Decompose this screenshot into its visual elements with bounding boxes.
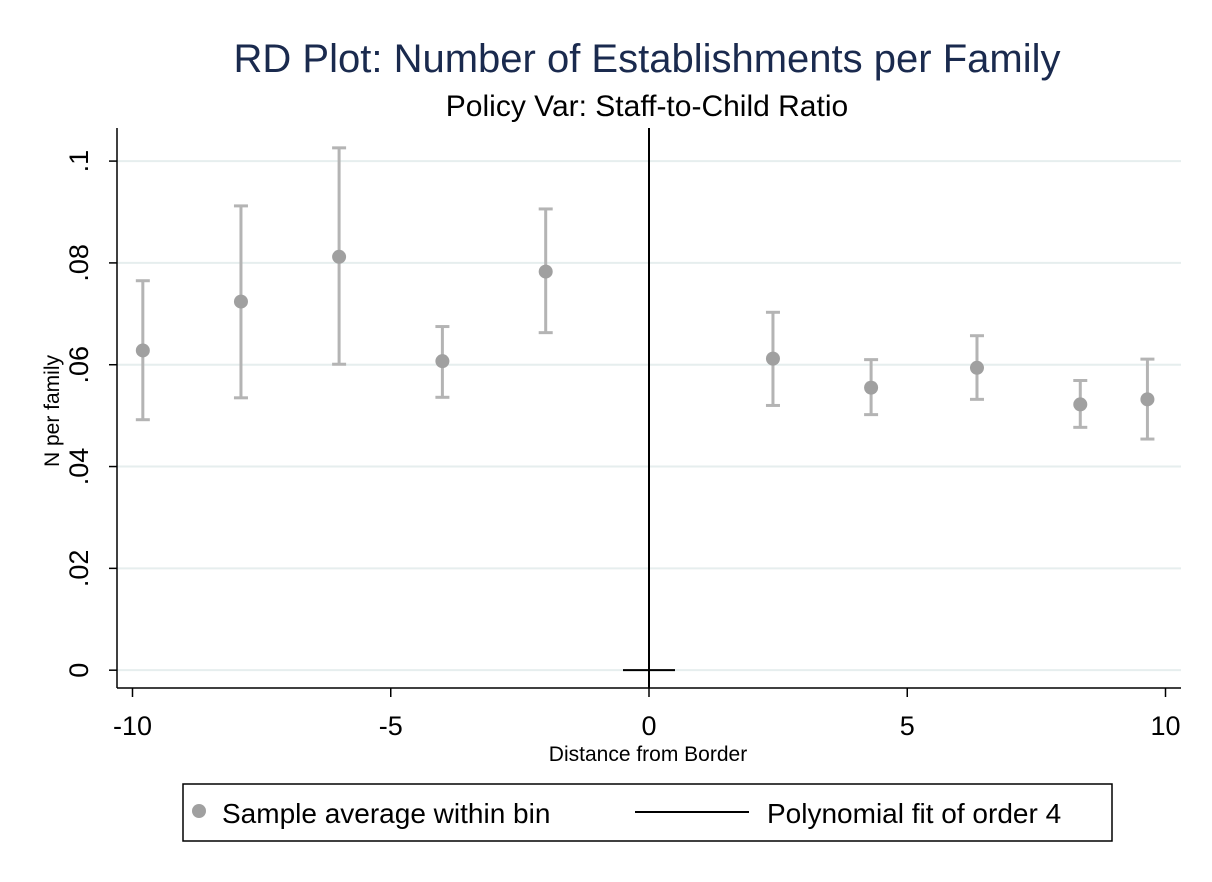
x-tick-label: 0 bbox=[641, 711, 656, 741]
legend: Sample average within bin Polynomial fit… bbox=[182, 783, 1113, 842]
data-point bbox=[1140, 392, 1155, 407]
data-point bbox=[233, 294, 248, 309]
data-points bbox=[135, 249, 1155, 412]
data-point bbox=[538, 264, 553, 279]
y-tick-label: .08 bbox=[64, 244, 94, 282]
y-tick-label: .02 bbox=[64, 550, 94, 588]
data-point bbox=[969, 360, 984, 375]
legend-marker-icon bbox=[192, 804, 206, 818]
chart-title: RD Plot: Number of Establishments per Fa… bbox=[234, 37, 1061, 81]
y-axis-ticks: 0 .02 .04 .06 .08 .1 bbox=[64, 150, 117, 678]
x-tick-label: 10 bbox=[1150, 711, 1180, 741]
y-tick-label: .06 bbox=[64, 346, 94, 384]
data-point bbox=[332, 249, 347, 264]
data-point bbox=[1073, 397, 1088, 412]
y-tick-label: 0 bbox=[64, 663, 94, 678]
data-point bbox=[435, 354, 450, 369]
y-axis-label: N per family bbox=[41, 354, 64, 467]
x-axis-ticks: -10 -5 0 5 10 bbox=[113, 688, 1181, 741]
legend-label-polynomial-fit: Polynomial fit of order 4 bbox=[767, 798, 1061, 829]
data-point bbox=[864, 380, 879, 395]
x-axis-label: Distance from Border bbox=[549, 743, 747, 766]
y-tick-label: .04 bbox=[64, 448, 94, 486]
cutoff-line-group bbox=[623, 128, 675, 688]
x-tick-label: 5 bbox=[900, 711, 915, 741]
y-tick-label: .1 bbox=[64, 150, 94, 173]
data-point bbox=[135, 343, 150, 358]
chart-subtitle: Policy Var: Staff-to-Child Ratio bbox=[446, 90, 848, 123]
legend-label-bin-average: Sample average within bin bbox=[222, 798, 550, 829]
data-point bbox=[765, 351, 780, 366]
x-tick-label: -5 bbox=[379, 711, 403, 741]
x-tick-label: -10 bbox=[113, 711, 152, 741]
error-bars bbox=[135, 146, 1155, 441]
